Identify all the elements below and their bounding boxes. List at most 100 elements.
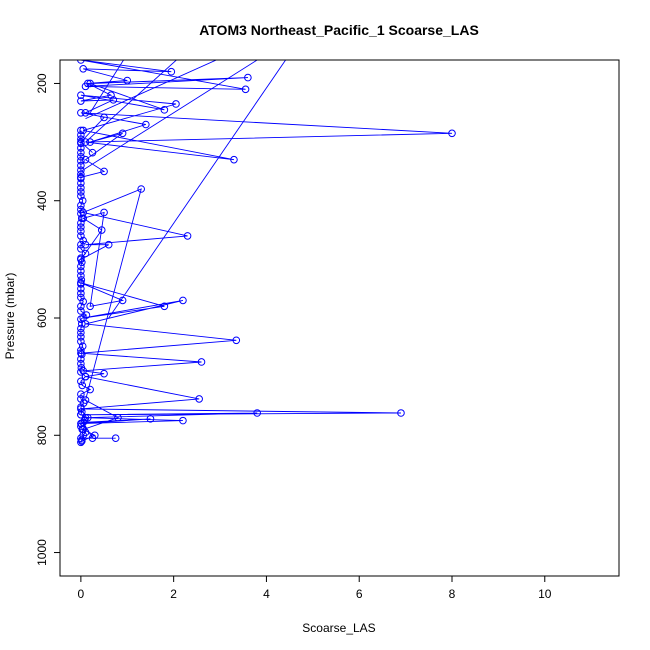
data-point	[81, 372, 90, 381]
data-point	[253, 409, 261, 417]
data-point	[100, 208, 108, 217]
data-point	[100, 113, 108, 122]
data-point	[77, 434, 85, 443]
data-point	[77, 144, 85, 152]
y-tick-label: 600	[35, 308, 49, 328]
data-point	[79, 214, 87, 223]
data-point	[77, 108, 85, 117]
y-tick-label: 400	[35, 190, 49, 210]
data-point	[160, 302, 169, 311]
data-point	[107, 91, 115, 99]
x-axis: 0 2 4 6 8 10	[78, 576, 552, 601]
data-point	[77, 179, 85, 187]
data-point	[78, 342, 87, 350]
series-segment	[85, 60, 178, 143]
x-tick-label: 10	[538, 587, 552, 601]
data-point	[81, 155, 90, 164]
data-point	[78, 196, 87, 205]
data-point	[114, 413, 122, 422]
data-point	[77, 192, 85, 200]
data-point	[77, 302, 85, 311]
data-point	[100, 167, 108, 176]
data-point	[230, 155, 238, 164]
data-point	[77, 267, 85, 275]
plot-frame	[59, 59, 620, 577]
data-point	[77, 307, 85, 315]
data-point	[77, 359, 85, 368]
data-point	[241, 85, 250, 94]
data-point	[160, 106, 169, 114]
data-point	[137, 185, 145, 193]
series-segment	[80, 60, 259, 172]
data-point	[77, 232, 85, 240]
data-point	[78, 381, 87, 390]
chart-title: ATOM3 Northeast_Pacific_1 Scoarse_LAS	[199, 22, 479, 38]
y-axis: 200 400 600 800 1000	[35, 73, 60, 566]
y-tick-label: 800	[35, 425, 49, 445]
data-point	[397, 409, 405, 417]
data-point	[77, 324, 85, 333]
data-point	[77, 284, 85, 293]
x-axis-label: Scoarse_LAS	[302, 621, 375, 635]
x-tick-label: 0	[78, 587, 85, 601]
data-point	[77, 184, 85, 192]
data-point	[77, 245, 85, 253]
data-point	[77, 405, 85, 413]
x-tick-label: 6	[356, 587, 363, 601]
data-point	[167, 67, 176, 76]
data-point	[77, 240, 85, 249]
x-tick-label: 8	[449, 587, 456, 601]
data-point	[77, 293, 85, 302]
data-point	[79, 208, 87, 217]
data-point	[86, 385, 94, 394]
series-line	[80, 60, 453, 178]
data-point	[172, 100, 180, 108]
data-point	[179, 296, 187, 305]
data-point	[77, 201, 85, 210]
data-point	[97, 226, 106, 234]
data-point	[77, 355, 85, 363]
data-point	[79, 297, 87, 306]
data-point	[81, 108, 90, 117]
x-tick-label: 2	[170, 587, 177, 601]
data-point	[123, 76, 132, 85]
data-point	[77, 97, 85, 105]
series-segment	[89, 60, 125, 114]
data-point	[81, 320, 90, 328]
data-point	[77, 173, 85, 182]
data-point	[81, 240, 90, 249]
data-point	[77, 279, 85, 287]
data-point	[77, 188, 85, 196]
data-point	[146, 415, 155, 423]
data-point	[77, 161, 85, 170]
y-axis-label: Pressure (mbar)	[3, 273, 17, 360]
y-tick-label: 200	[35, 73, 49, 93]
series-segment	[108, 60, 287, 319]
data-point	[77, 255, 85, 264]
data-point	[197, 358, 206, 366]
data-point	[79, 418, 87, 427]
data-point	[179, 416, 187, 425]
data-point	[88, 434, 97, 443]
data-point	[77, 148, 85, 157]
data-point	[79, 236, 87, 245]
data-point	[86, 302, 94, 311]
data-point	[244, 73, 252, 82]
data-layer	[77, 60, 456, 447]
data-point	[77, 332, 85, 341]
data-point	[81, 396, 90, 404]
series-line	[80, 188, 402, 442]
data-point	[111, 434, 120, 443]
data-point	[77, 219, 85, 227]
data-point	[78, 350, 86, 359]
data-point	[77, 328, 85, 337]
data-point	[88, 148, 97, 157]
data-point	[81, 413, 90, 422]
data-point	[195, 395, 203, 403]
data-point	[232, 336, 241, 345]
data-point	[77, 390, 85, 399]
data-point	[77, 289, 85, 298]
data-point	[118, 129, 127, 138]
data-point	[109, 96, 118, 104]
data-point	[100, 369, 108, 378]
